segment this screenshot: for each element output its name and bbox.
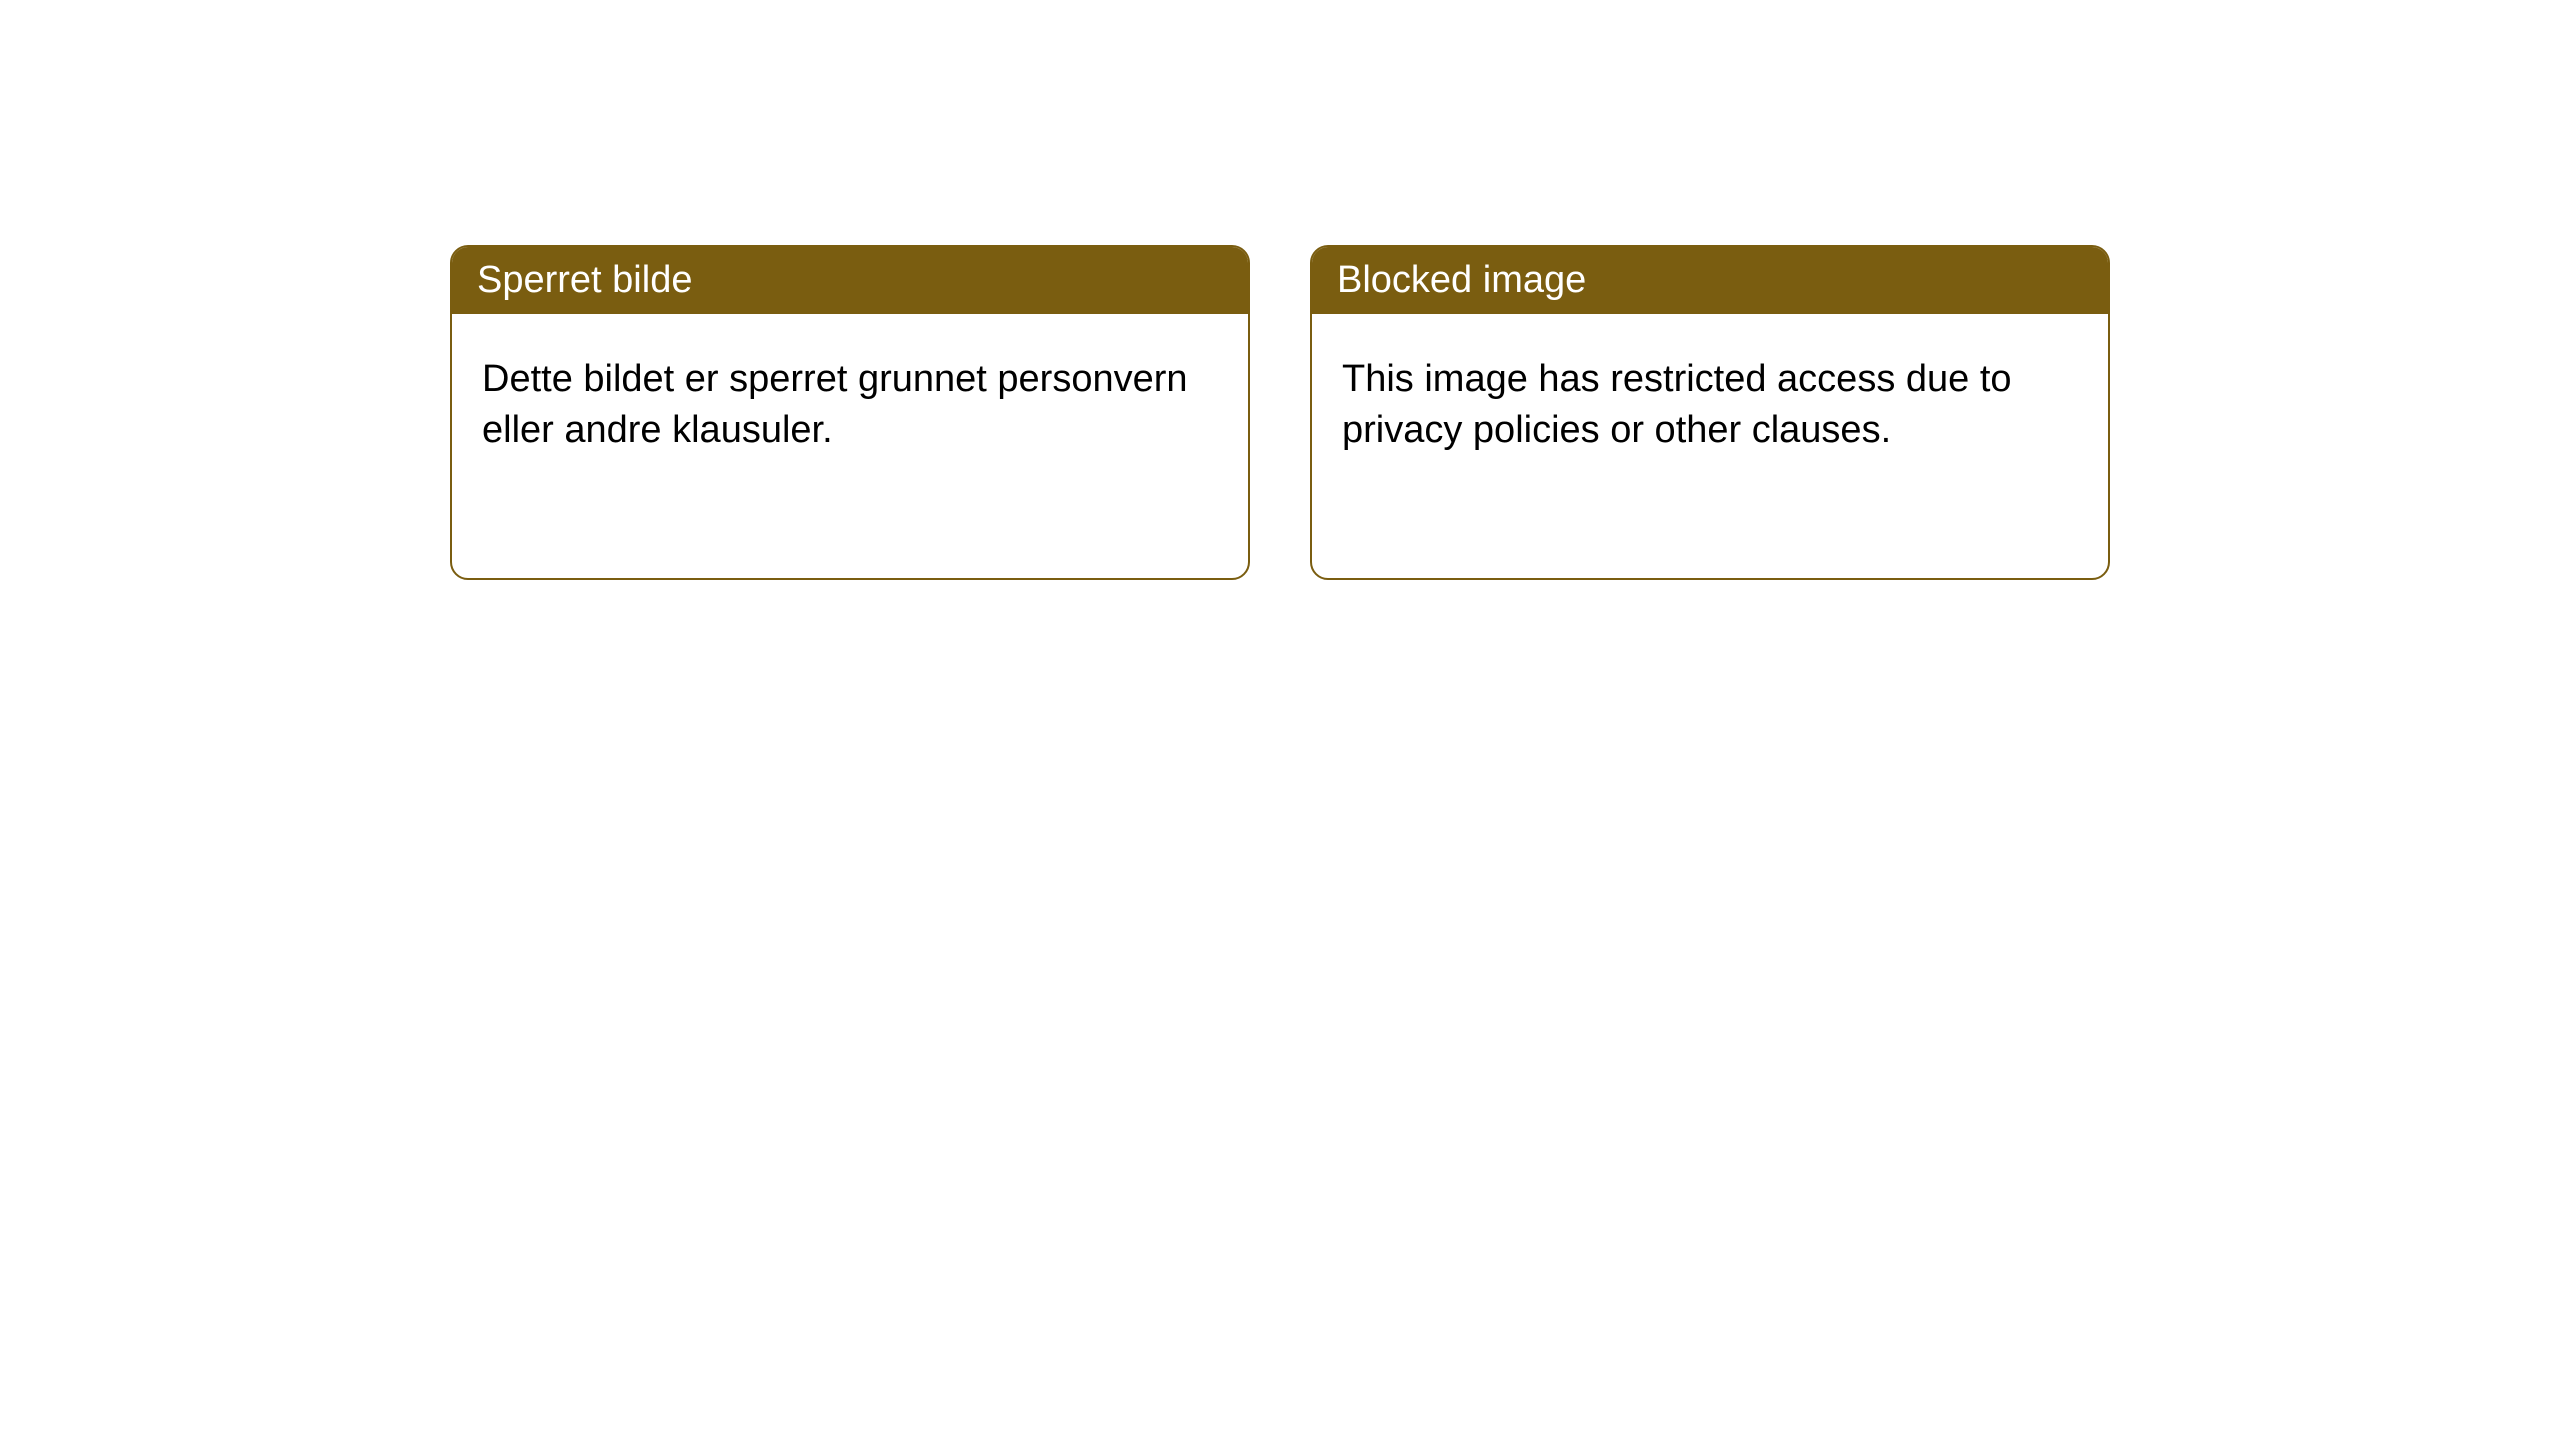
blocked-image-card-no: Sperret bilde Dette bildet er sperret gr… xyxy=(450,245,1250,580)
blocked-image-cards: Sperret bilde Dette bildet er sperret gr… xyxy=(450,245,2110,580)
card-header-no: Sperret bilde xyxy=(452,247,1248,314)
blocked-image-card-en: Blocked image This image has restricted … xyxy=(1310,245,2110,580)
card-body-no: Dette bildet er sperret grunnet personve… xyxy=(452,314,1248,497)
card-body-en: This image has restricted access due to … xyxy=(1312,314,2108,497)
card-header-en: Blocked image xyxy=(1312,247,2108,314)
